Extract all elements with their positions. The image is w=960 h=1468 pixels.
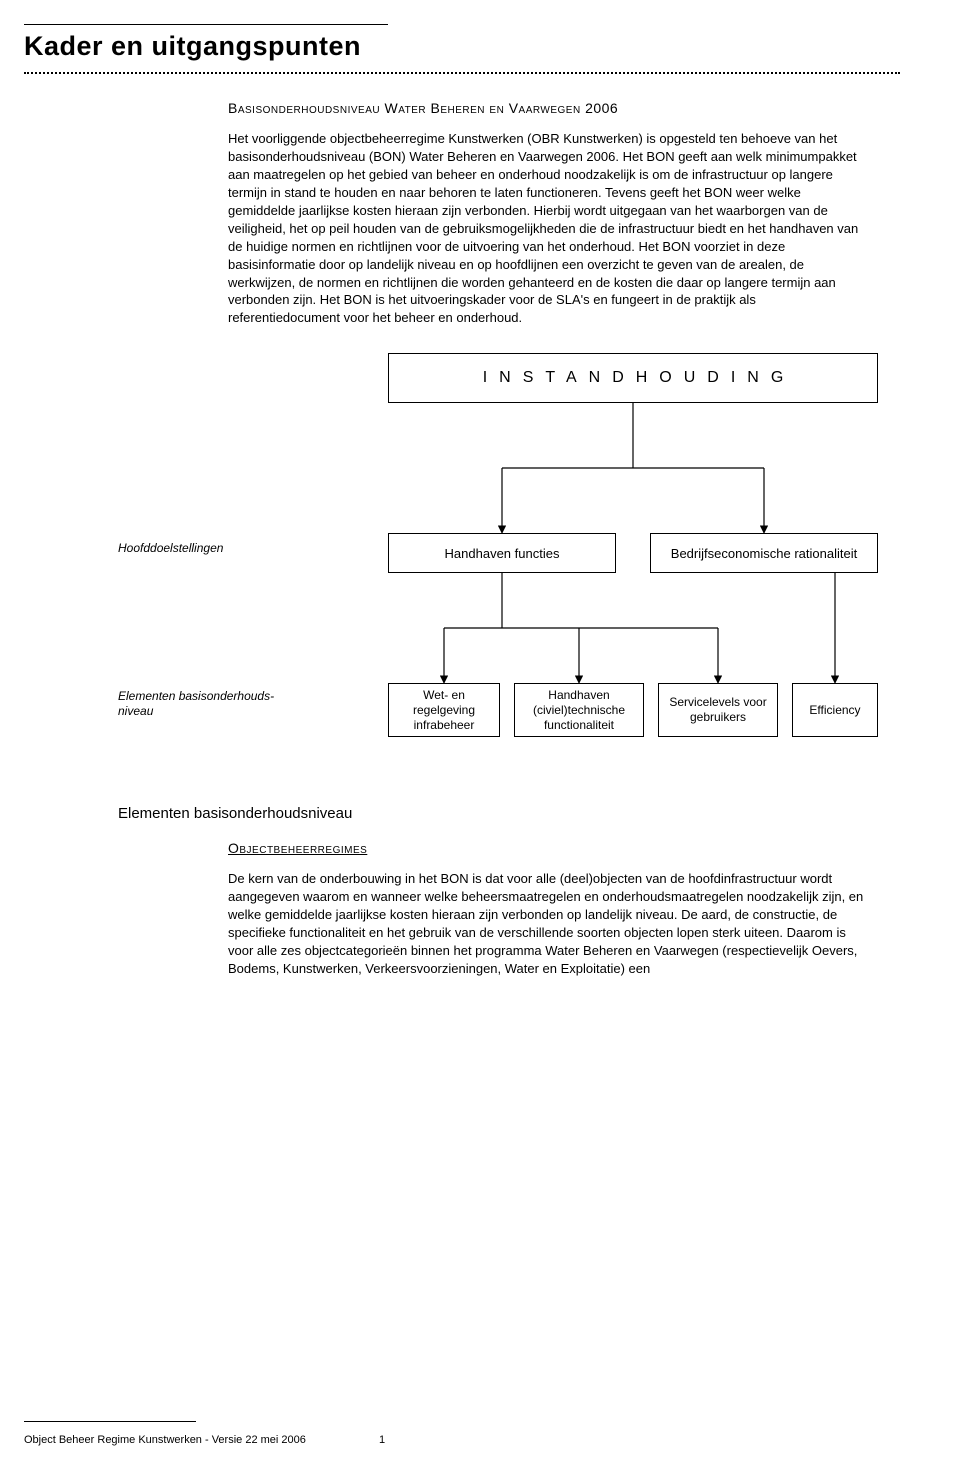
dotted-divider	[24, 72, 900, 74]
section-subheading: Elementen basisonderhoudsniveau	[118, 805, 900, 822]
diagram-box-bot-4-label: Efficiency	[809, 703, 860, 718]
footer-text: Object Beheer Regime Kunstwerken - Versi…	[24, 1434, 306, 1446]
diagram-box-mid-right: Bedrijfseconomische rationaliteit	[650, 533, 878, 573]
paragraph-1: Het voorliggende objectbeheerregime Kuns…	[228, 130, 868, 327]
page-title: Kader en uitgangspunten	[24, 31, 900, 62]
section-heading-2: Objectbeheerregimes	[228, 840, 868, 856]
page-footer: Object Beheer Regime Kunstwerken - Versi…	[24, 1434, 385, 1446]
title-top-rule	[24, 24, 388, 25]
diagram-box-bot-3: Servicelevels voor gebruikers	[658, 683, 778, 737]
paragraph-2: De kern van de onderbouwing in het BON i…	[228, 870, 868, 978]
diagram-box-bot-1: Wet- en regelgeving infrabeheer	[388, 683, 500, 737]
content-column-2: Objectbeheerregimes De kern van de onder…	[228, 840, 868, 978]
diagram-box-bot-4: Efficiency	[792, 683, 878, 737]
diagram-box-mid-left-label: Handhaven functies	[445, 546, 560, 561]
diagram-box-mid-left: Handhaven functies	[388, 533, 616, 573]
diagram-box-bot-2: Handhaven (civiel)technische functionali…	[514, 683, 644, 737]
section-heading-1: Basisonderhoudsniveau Water Beheren en V…	[228, 100, 868, 116]
diagram-rowlabel-mid: Hoofddoelstellingen	[118, 541, 318, 556]
diagram-box-bot-1-label: Wet- en regelgeving infrabeheer	[393, 688, 495, 733]
content-column: Basisonderhoudsniveau Water Beheren en V…	[228, 100, 868, 327]
footer-page-number: 1	[379, 1434, 385, 1446]
diagram-box-bot-2-label: Handhaven (civiel)technische functionali…	[519, 688, 639, 733]
footer-rule	[24, 1421, 196, 1422]
diagram-box-top-label: INSTANDHOUDING	[483, 369, 796, 387]
diagram: INSTANDHOUDING Hoofddoelstellingen Handh…	[118, 353, 878, 773]
diagram-box-bot-3-label: Servicelevels voor gebruikers	[663, 695, 773, 725]
diagram-rowlabel-bot: Elementen basisonderhouds- niveau	[118, 689, 318, 719]
diagram-box-mid-right-label: Bedrijfseconomische rationaliteit	[671, 546, 857, 562]
diagram-box-top: INSTANDHOUDING	[388, 353, 878, 403]
